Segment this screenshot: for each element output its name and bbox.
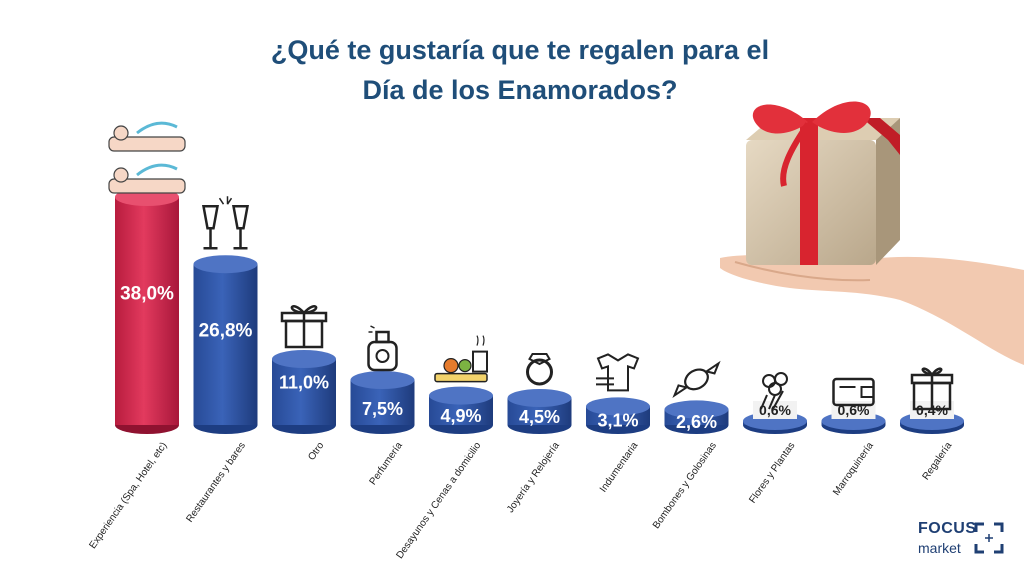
bar-joyeria-y-relojeria: 4,5%	[507, 389, 572, 434]
value-label: 4,9%	[440, 406, 481, 426]
category-label: Restaurantes y bares	[184, 440, 248, 524]
value-label: 26,8%	[199, 321, 253, 342]
value-label: 3,1%	[597, 411, 638, 431]
logo-text-market: market	[918, 540, 961, 556]
breakfast-icon	[434, 335, 488, 383]
bar-top	[350, 371, 415, 389]
bar-flores-y-plantas: 0,6%	[743, 401, 807, 434]
bar-body	[115, 197, 179, 425]
value-label-bg	[753, 401, 797, 419]
focus-market-logo: FOCUS market	[912, 518, 1008, 562]
icons-group	[108, 121, 954, 411]
gift-box-icon	[910, 367, 954, 411]
logo-text-focus: FOCUS	[918, 520, 977, 537]
bar-body	[272, 359, 336, 425]
category-label: Otro	[306, 440, 326, 463]
category-label: Joyería y Relojería	[505, 440, 562, 515]
perfume-icon	[367, 325, 398, 372]
gift-icon	[280, 305, 328, 349]
flowers-icon	[760, 372, 788, 410]
title-line-1: ¿Qué te gustaría que te regalen para el	[270, 35, 770, 65]
clothes-icon	[596, 353, 640, 392]
gift-in-hand-illustration	[720, 101, 1024, 365]
value-label: 38,0%	[120, 284, 174, 305]
bar-desayunos-y-cenas-a-domicilio: 4,9%	[429, 386, 493, 434]
logo-mark-icon	[974, 522, 1004, 554]
bar-indumentaria: 3,1%	[586, 397, 650, 434]
candy-icon	[672, 360, 721, 399]
bar-regaleria: 0,4%	[900, 401, 964, 434]
bar-restaurantes-y-bares: 26,8%	[193, 255, 258, 434]
bar-bombones-y-golosinas: 2,6%	[664, 400, 729, 434]
bar-body	[193, 264, 258, 425]
bar-top	[193, 255, 258, 274]
value-label: 11,0%	[279, 373, 329, 393]
category-label: Bombones y Golosinas	[651, 440, 719, 531]
category-label: Perfumería	[368, 440, 406, 487]
title-line-2: Día de los Enamorados?	[362, 75, 678, 105]
ring-icon	[526, 353, 553, 386]
champagne-glasses-icon	[202, 196, 249, 250]
chart-title: ¿Qué te gustaría que te regalen para el …	[140, 30, 900, 110]
category-labels: Experiencia (Spa, Hotel, etc) Restaurante…	[87, 440, 954, 561]
category-label: Experiencia (Spa, Hotel, etc)	[87, 440, 169, 551]
bar-top	[429, 386, 493, 405]
wallet-icon	[832, 377, 875, 407]
bar-top	[664, 400, 729, 419]
bar-otro: 11,0%	[272, 350, 336, 434]
category-label: Indumentaria	[598, 440, 641, 494]
value-label: 4,5%	[519, 407, 560, 427]
bar-experiencia-spa-hotel-etc: 38,0%	[115, 188, 179, 434]
category-label: Desayunos y Cenas a domicilio	[394, 440, 483, 561]
category-label: Flores y Plantas	[747, 440, 797, 505]
value-label: 0,6%	[759, 402, 791, 418]
category-label: Marroquinería	[831, 440, 876, 498]
value-label: 7,5%	[362, 399, 403, 419]
category-label: Regalería	[921, 440, 955, 482]
bar-perfumeria: 7,5%	[350, 371, 415, 434]
bar-top	[586, 397, 650, 416]
spa-icon	[108, 121, 186, 194]
bar-top	[507, 389, 572, 407]
value-label: 2,6%	[676, 412, 717, 432]
bar-top	[272, 350, 336, 368]
